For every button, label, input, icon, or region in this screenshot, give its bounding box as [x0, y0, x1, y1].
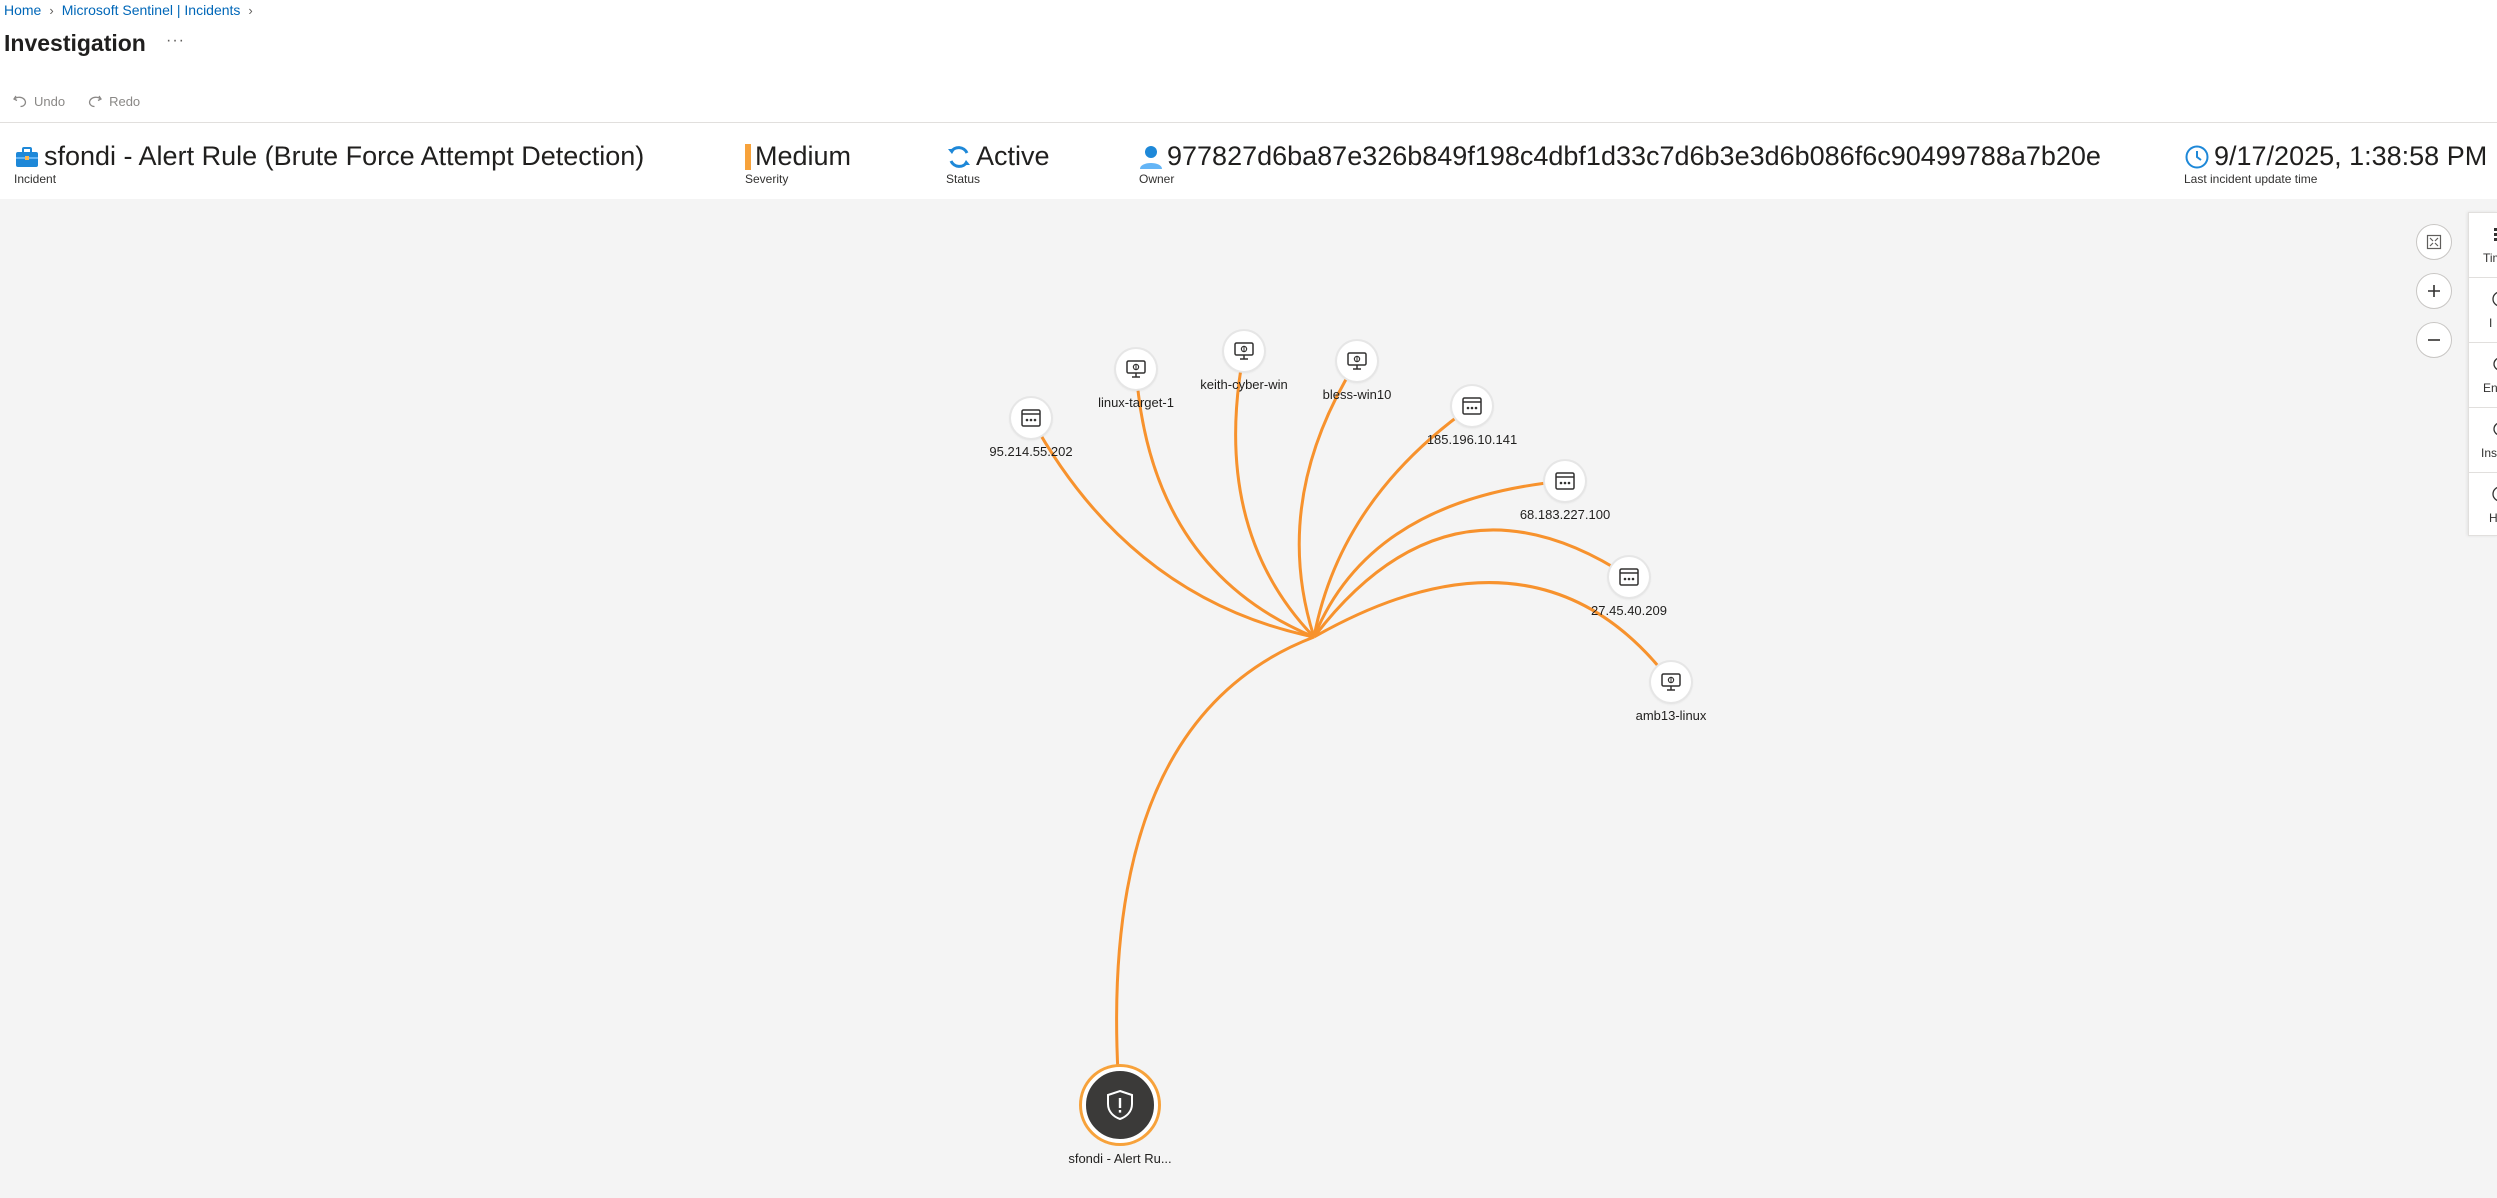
minus-icon	[2428, 339, 2440, 341]
info-tab[interactable]: I	[2469, 278, 2497, 343]
host-icon	[1234, 342, 1254, 360]
entity-node-label: amb13-linux	[1635, 708, 1707, 723]
status-value: Active	[976, 141, 1050, 171]
more-options-button[interactable]: ···	[166, 32, 185, 49]
refresh-icon	[948, 145, 970, 168]
severity-label: Severity	[745, 172, 789, 186]
entities-icon	[2493, 358, 2497, 370]
ip-entity-node[interactable]	[1011, 398, 1051, 438]
chevron-right-icon: ›	[49, 2, 54, 18]
severity-value: Medium	[755, 141, 852, 171]
chevron-right-icon: ›	[248, 2, 253, 18]
host-entity-node[interactable]	[1337, 341, 1377, 381]
breadcrumb: Home › Microsoft Sentinel | Incidents ›	[4, 2, 261, 18]
edge-host-2	[1234, 350, 1316, 639]
timeline-tab-label: Tim	[2483, 251, 2497, 265]
timeline-tab[interactable]: Tim	[2469, 213, 2497, 278]
ip-entity-node[interactable]	[1609, 557, 1649, 597]
edge-ip-4	[1312, 404, 1473, 638]
undo-label: Undo	[34, 93, 66, 109]
info-tab-label: I	[2489, 316, 2493, 330]
entity-node-label: keith-cyber-win	[1200, 377, 1288, 392]
ip-address-icon	[1021, 409, 1041, 427]
host-entity-node[interactable]	[1116, 349, 1156, 389]
entity-node-label: 27.45.40.209	[1591, 603, 1667, 618]
incident-title: sfondi - Alert Rule (Brute Force Attempt…	[44, 141, 645, 171]
host-icon	[1126, 360, 1146, 378]
investigation-graph-canvas[interactable]: 95.214.55.202 linux-target-1 keith-cyber-w…	[0, 199, 2497, 1198]
host-entity-node[interactable]	[1651, 662, 1691, 702]
graph-edges	[1029, 350, 1673, 1074]
severity-info: Medium Severity	[745, 141, 851, 186]
ip-address-icon	[1555, 472, 1575, 490]
edge-host-3	[1297, 360, 1359, 638]
shield-alert-icon	[1107, 1089, 1133, 1121]
redo-label: Redo	[109, 93, 141, 109]
owner-label: Owner	[1139, 172, 1175, 186]
plus-icon	[2428, 285, 2440, 297]
edge-ip-6	[1312, 528, 1630, 638]
alert-node[interactable]	[1082, 1067, 1158, 1143]
undo-icon	[13, 95, 27, 108]
right-side-panel: Tim I En Ins H	[2468, 212, 2497, 536]
info-icon	[2492, 291, 2497, 307]
entity-node-label: 68.183.227.100	[1519, 507, 1611, 522]
last-update-label: Last incident update time	[2184, 172, 2318, 186]
entity-node-label: bless-win10	[1322, 387, 1392, 402]
entities-tab[interactable]: En	[2469, 343, 2497, 408]
ip-entity-node[interactable]	[1452, 386, 1492, 426]
person-icon	[1140, 145, 1162, 169]
insights-tab[interactable]: Ins	[2469, 408, 2497, 473]
incident-label: Incident	[14, 172, 57, 186]
entity-node-label: linux-target-1	[1098, 395, 1174, 410]
edge-alert-to-hub	[1115, 635, 1315, 1074]
entity-node-label: 95.214.55.202	[989, 444, 1073, 459]
page-title: Investigation	[4, 30, 146, 56]
host-icon	[1661, 673, 1681, 691]
severity-indicator	[745, 143, 751, 170]
ip-entity-node[interactable]	[1545, 461, 1585, 501]
host-icon	[1347, 352, 1367, 370]
entity-node-label: 185.196.10.141	[1426, 432, 1518, 447]
help-tab[interactable]: H	[2469, 473, 2497, 535]
owner-info: 977827d6ba87e326b849f198c4dbf1d33c7d6b3e…	[1139, 141, 2101, 186]
insights-icon	[2493, 423, 2497, 435]
fit-to-screen-button[interactable]	[2416, 224, 2452, 260]
incident-info: sfondi - Alert Rule (Brute Force Attempt…	[14, 141, 644, 186]
timeline-icon	[2494, 228, 2497, 241]
last-update-info: 9/17/2025, 1:38:58 PM Last incident upda…	[2184, 141, 2487, 186]
status-label: Status	[946, 172, 981, 186]
ip-address-icon	[1462, 397, 1482, 415]
entities-tab-label: En	[2483, 381, 2497, 395]
undo-button[interactable]: Undo	[12, 93, 65, 109]
last-update-value: 9/17/2025, 1:38:58 PM	[2214, 141, 2488, 171]
incident-info-bar: sfondi - Alert Rule (Brute Force Attempt…	[0, 123, 2497, 199]
redo-button[interactable]: Redo	[87, 93, 140, 109]
briefcase-icon	[16, 146, 38, 167]
breadcrumb-home[interactable]: Home	[4, 2, 42, 18]
fit-screen-icon	[2426, 234, 2442, 250]
edge-ip-0	[1029, 417, 1315, 639]
redo-icon	[89, 95, 103, 108]
status-info: Active Status	[946, 141, 1050, 186]
owner-value: 977827d6ba87e326b849f198c4dbf1d33c7d6b3e…	[1167, 141, 2101, 171]
help-tab-label: H	[2489, 511, 2497, 525]
edge-host-1	[1134, 368, 1315, 639]
alert-node-label: sfondi - Alert Ru...	[1068, 1151, 1172, 1166]
toolbar: Undo Redo	[12, 93, 140, 109]
insights-tab-label: Ins	[2481, 446, 2497, 460]
zoom-in-button[interactable]	[2416, 273, 2452, 309]
clock-icon	[2185, 145, 2209, 168]
edge-host-7	[1313, 581, 1673, 683]
edge-ip-5	[1312, 479, 1566, 638]
header-divider	[0, 122, 2497, 123]
host-entity-node[interactable]	[1224, 331, 1264, 371]
ip-address-icon	[1619, 568, 1639, 586]
help-icon	[2492, 486, 2497, 502]
zoom-out-button[interactable]	[2416, 322, 2452, 358]
breadcrumb-incidents[interactable]: Microsoft Sentinel | Incidents	[61, 2, 241, 18]
